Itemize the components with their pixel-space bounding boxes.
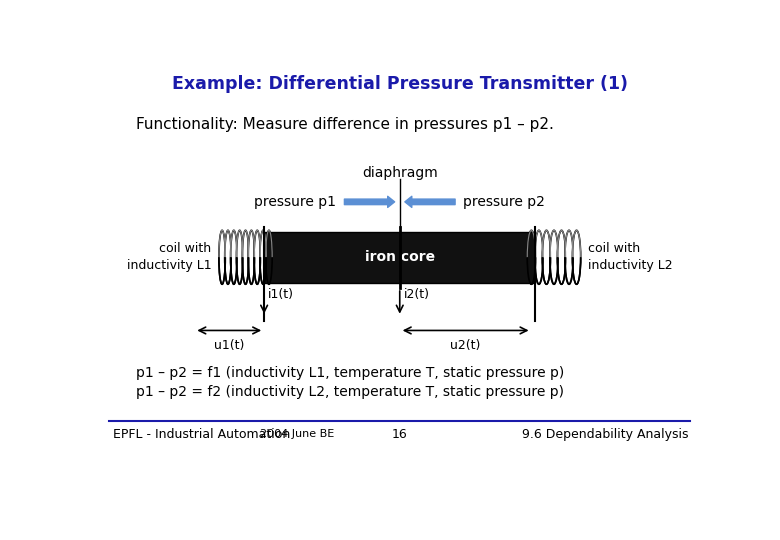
Ellipse shape [535, 231, 543, 284]
Ellipse shape [243, 231, 249, 284]
Text: diaphragm: diaphragm [362, 166, 438, 180]
Ellipse shape [266, 231, 272, 284]
Ellipse shape [225, 231, 231, 284]
Text: p1 – p2 = f2 (inductivity L2, temperature T, static pressure p): p1 – p2 = f2 (inductivity L2, temperatur… [136, 385, 564, 399]
Ellipse shape [558, 231, 565, 284]
Ellipse shape [573, 231, 580, 284]
Text: p1 – p2 = f1 (inductivity L1, temperature T, static pressure p): p1 – p2 = f1 (inductivity L1, temperatur… [136, 366, 565, 380]
Text: u2(t): u2(t) [450, 339, 480, 353]
Text: pressure p1: pressure p1 [254, 195, 336, 209]
Bar [264, 232, 535, 283]
Text: EPFL - Industrial Automation: EPFL - Industrial Automation [113, 428, 290, 441]
Ellipse shape [527, 231, 536, 284]
Text: i1(t): i1(t) [268, 288, 294, 301]
Ellipse shape [236, 231, 243, 284]
Text: iron core: iron core [365, 251, 434, 264]
Ellipse shape [550, 231, 558, 284]
Ellipse shape [219, 231, 225, 284]
Text: Example: Differential Pressure Transmitter (1): Example: Differential Pressure Transmitt… [172, 75, 628, 93]
Ellipse shape [542, 231, 551, 284]
Text: Functionality: Measure difference in pressures p1 – p2.: Functionality: Measure difference in pre… [136, 117, 554, 132]
Text: coil with
inductivity L2: coil with inductivity L2 [588, 242, 672, 272]
Ellipse shape [248, 231, 254, 284]
Text: u1(t): u1(t) [214, 339, 244, 353]
Ellipse shape [565, 231, 573, 284]
Text: 2004 June BE: 2004 June BE [261, 429, 335, 440]
Text: 16: 16 [392, 428, 408, 441]
Text: i2(t): i2(t) [403, 288, 430, 301]
Ellipse shape [231, 231, 237, 284]
Text: coil with
inductivity L1: coil with inductivity L1 [127, 242, 211, 272]
Text: 9.6 Dependability Analysis: 9.6 Dependability Analysis [522, 428, 688, 441]
Ellipse shape [254, 231, 261, 284]
Ellipse shape [260, 231, 266, 284]
Text: pressure p2: pressure p2 [463, 195, 545, 209]
